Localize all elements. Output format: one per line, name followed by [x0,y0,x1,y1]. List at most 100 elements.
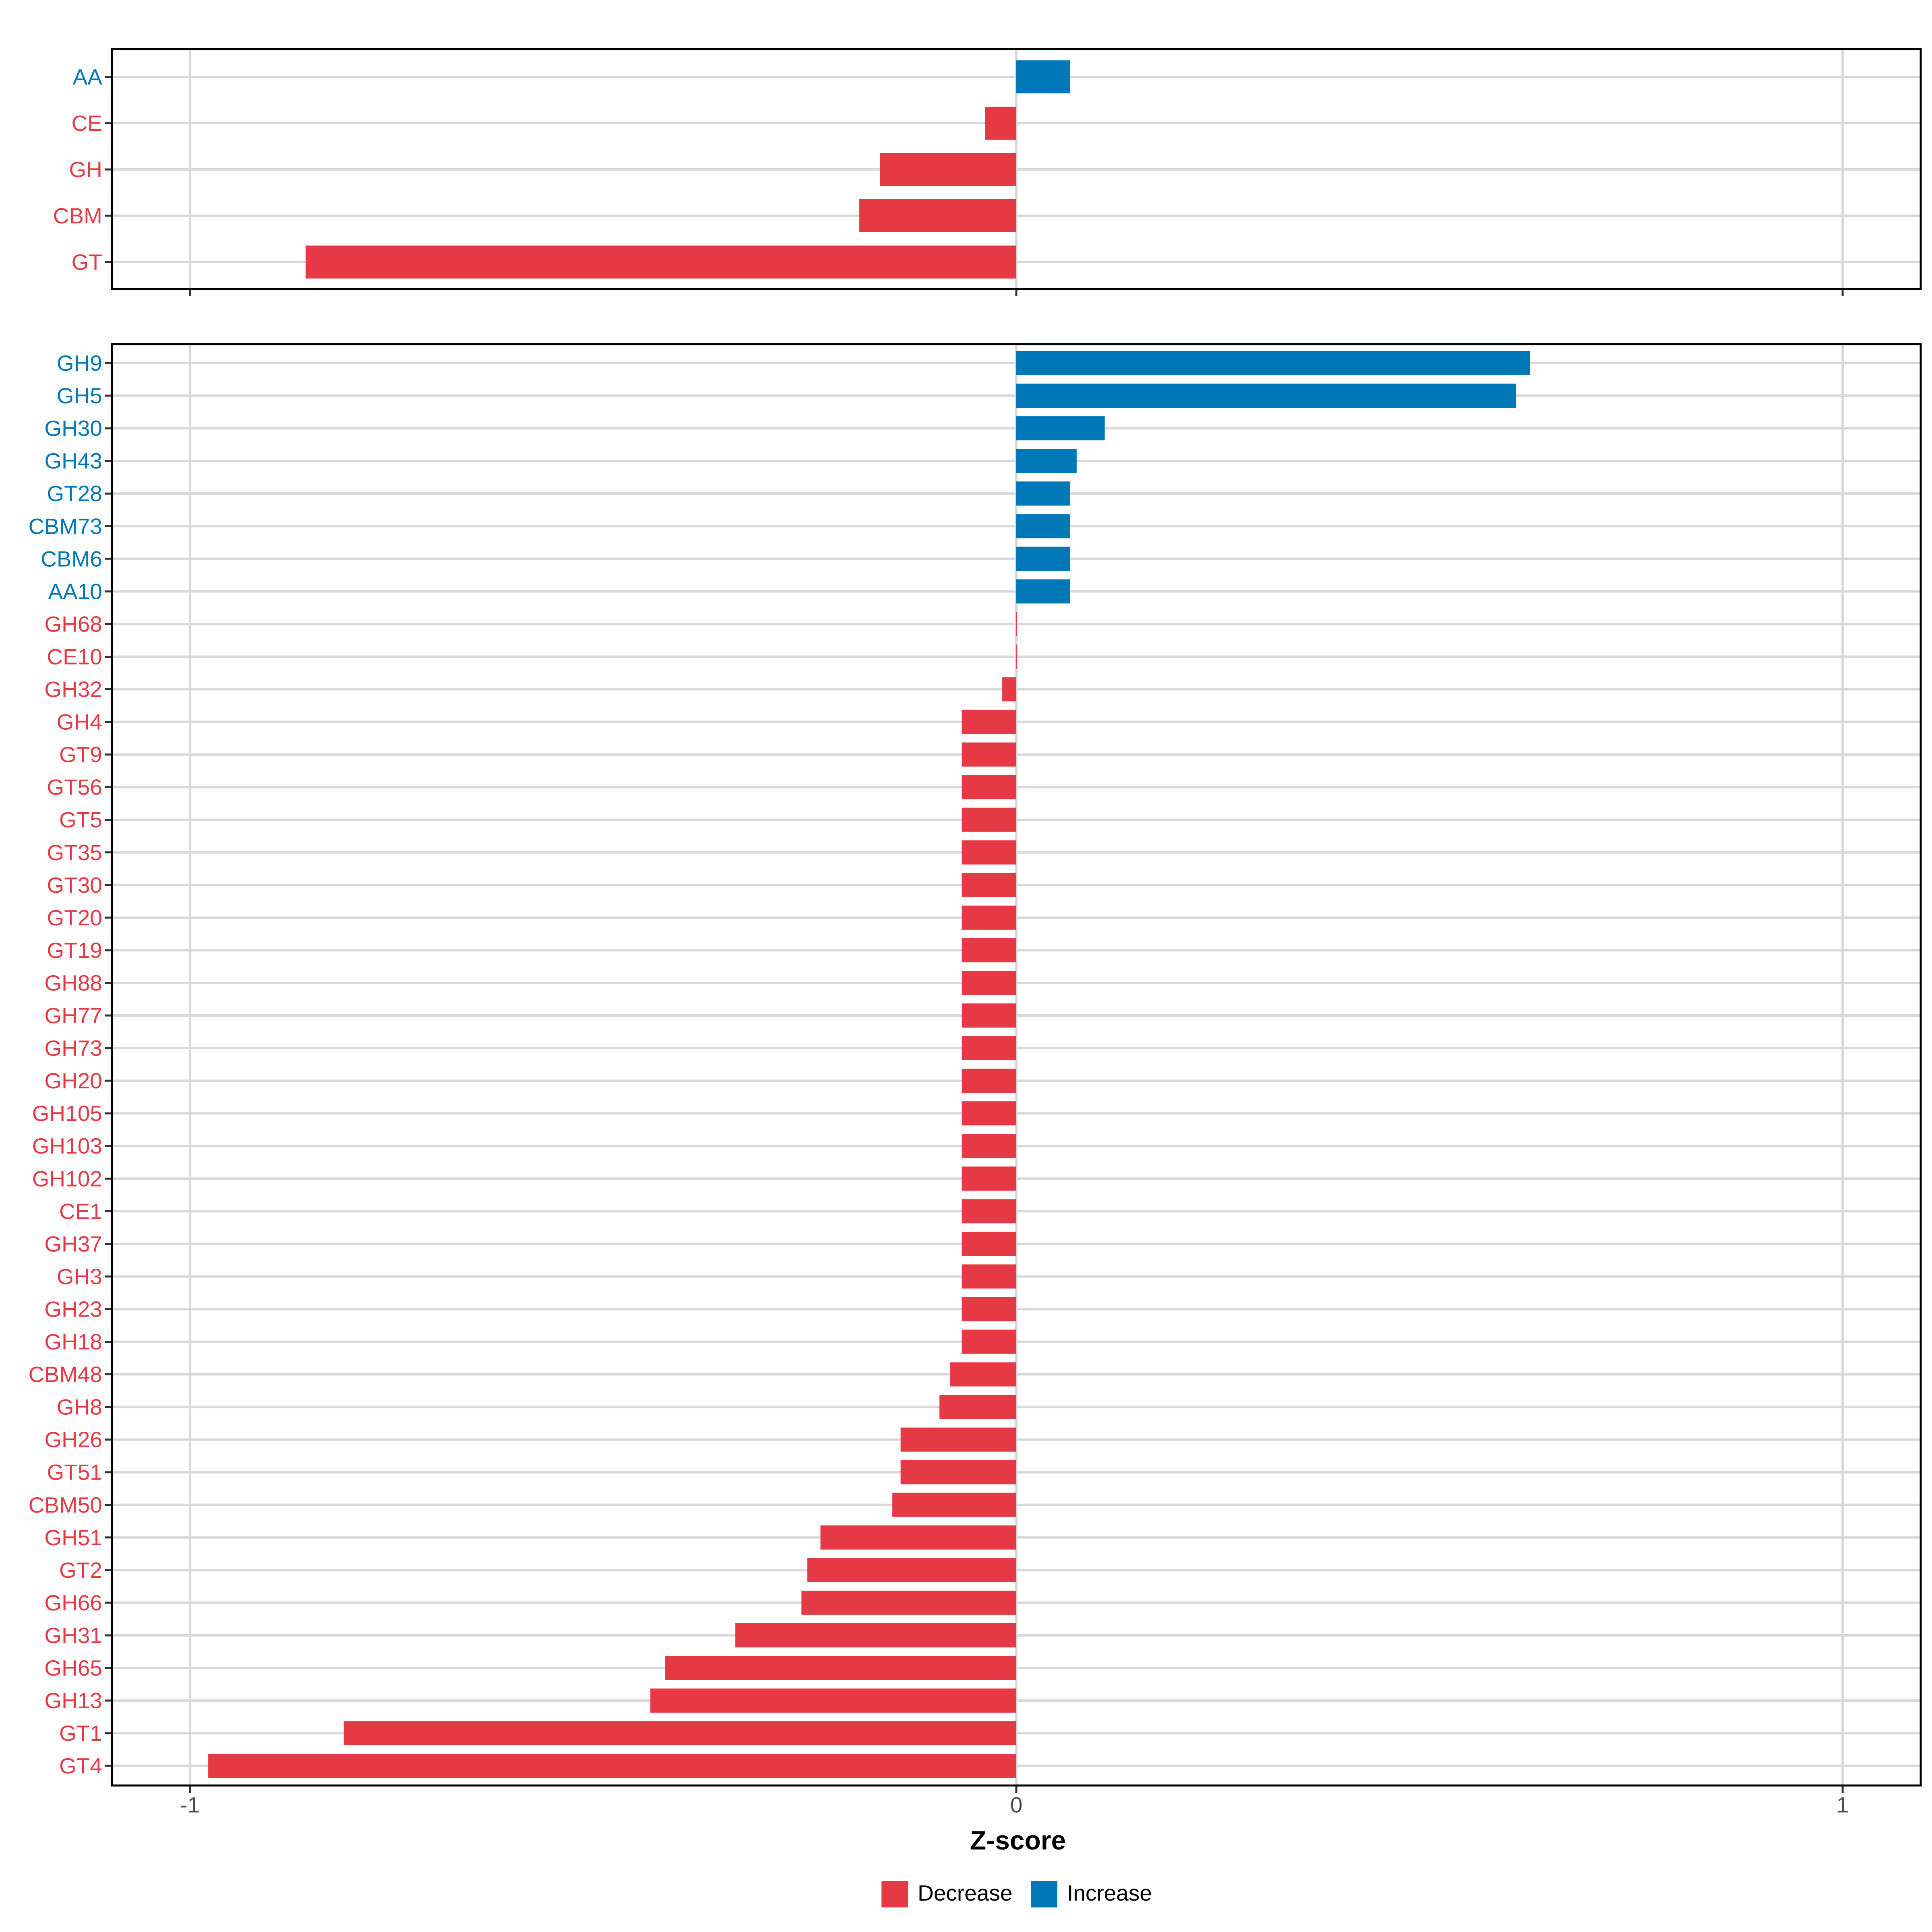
y-tick-label: AA [73,64,103,89]
bar-CBM73 [1016,514,1070,539]
y-tick-label: CBM50 [29,1492,102,1517]
legend-label-increase: Increase [1067,1880,1152,1905]
y-tick-label: GH18 [44,1329,102,1354]
y-tick-label: CBM73 [29,514,102,539]
y-tick-label: GT20 [47,905,102,930]
y-tick-label: GH [69,157,103,182]
y-tick-label: GH66 [44,1590,102,1615]
bar-GT2 [807,1558,1016,1582]
bar-GH26 [900,1427,1016,1452]
bar-GH37 [962,1232,1016,1256]
bar-GH65 [665,1656,1016,1680]
y-tick-label: GH105 [32,1101,102,1126]
bar-GT9 [962,742,1016,767]
bar-GT30 [962,873,1016,897]
bar-GT28 [1016,481,1070,506]
legend-swatch-increase [1031,1881,1057,1907]
y-tick-label: GH77 [44,1003,102,1028]
bar-GH77 [962,1003,1016,1028]
y-tick-label: GH103 [32,1133,102,1158]
panel-border [111,343,1922,1787]
y-tick-label: GH73 [44,1036,102,1061]
bar-GT51 [900,1460,1016,1484]
y-tick-label: GH65 [44,1655,102,1680]
y-tick-label: CE [72,111,102,136]
bar-AA10 [1016,579,1070,604]
bar-GH [880,153,1016,186]
y-tick-label: CBM [53,203,102,228]
y-tick-label: GH26 [44,1427,102,1452]
bar-GT20 [962,905,1016,930]
y-tick-label: GT35 [47,840,102,865]
y-tick-label: GT1 [59,1721,102,1746]
bar-GT [305,246,1017,279]
bar-GH20 [962,1069,1016,1093]
y-tick-label: GH23 [44,1296,102,1321]
y-tick-label: GT30 [47,873,102,898]
bar-GH105 [962,1101,1016,1126]
y-tick-label: CBM48 [29,1362,102,1387]
y-tick-label: GT4 [59,1753,102,1778]
bar-GH43 [1016,449,1077,473]
bar-GT19 [962,938,1016,962]
bar-GH9 [1016,351,1530,375]
top-panel: AA CE GH CBM GT [53,48,1922,296]
y-tick-label: GH37 [44,1231,102,1256]
y-tick-label: GH32 [44,677,102,702]
y-tick-label: GT51 [47,1460,102,1485]
bar-GT4 [208,1754,1016,1778]
bar-GH23 [962,1297,1016,1321]
bar-GT1 [343,1721,1017,1746]
bar-GH73 [962,1036,1016,1061]
y-tick-label: GH43 [44,448,102,473]
bar-CBM48 [950,1362,1016,1387]
bar-GH4 [962,710,1016,734]
y-tick-label: GT [72,250,102,275]
y-tick-label: CE10 [47,644,102,669]
x-tick-label: 0 [1010,1792,1023,1817]
panel-border [111,48,1922,290]
bar-GT35 [962,840,1016,865]
bar-GH18 [962,1329,1016,1354]
legend-label-decrease: Decrease [918,1880,1012,1905]
y-tick-label: GT9 [59,742,102,767]
y-tick-label: GH88 [44,970,102,995]
x-tick-label: -1 [180,1792,200,1817]
y-tick-label: GH5 [57,383,102,408]
bar-GH32 [1002,677,1016,702]
y-tick-label: GH3 [57,1264,102,1289]
bar-GT56 [962,775,1016,799]
bar-CE10 [1016,644,1017,669]
y-tick-label: AA10 [48,579,102,604]
bar-GH3 [962,1264,1016,1289]
x-tick-label: 1 [1837,1792,1849,1817]
y-tick-label: GH31 [44,1623,102,1648]
bar-GH68 [1016,612,1017,636]
bar-GH88 [962,970,1016,995]
y-tick-label: CE1 [59,1199,102,1224]
bar-CE1 [962,1199,1016,1224]
y-tick-label: GT56 [47,775,102,800]
y-tick-label: GT19 [47,938,102,963]
y-tick-label: CBM6 [41,546,102,571]
bar-CBM [859,199,1016,232]
bar-GH102 [962,1166,1016,1191]
y-tick-label: GH13 [44,1688,102,1713]
legend-swatch-decrease [881,1881,908,1907]
bar-AA [1016,60,1070,93]
bar-CE [985,107,1016,140]
bar-CBM50 [892,1492,1016,1517]
y-tick-label: GH68 [44,611,102,636]
y-tick-label: GH9 [57,351,102,376]
bar-GH103 [962,1134,1016,1158]
y-tick-label: GT28 [47,481,102,506]
bar-GH5 [1016,384,1517,408]
bar-GH31 [735,1623,1016,1647]
bar-GH66 [801,1590,1016,1615]
y-tick-label: GH4 [57,710,102,735]
bar-GH51 [820,1525,1016,1550]
y-tick-label: GH102 [32,1166,102,1191]
y-tick-label: GT5 [59,807,102,832]
y-tick-label: GH8 [57,1395,102,1420]
